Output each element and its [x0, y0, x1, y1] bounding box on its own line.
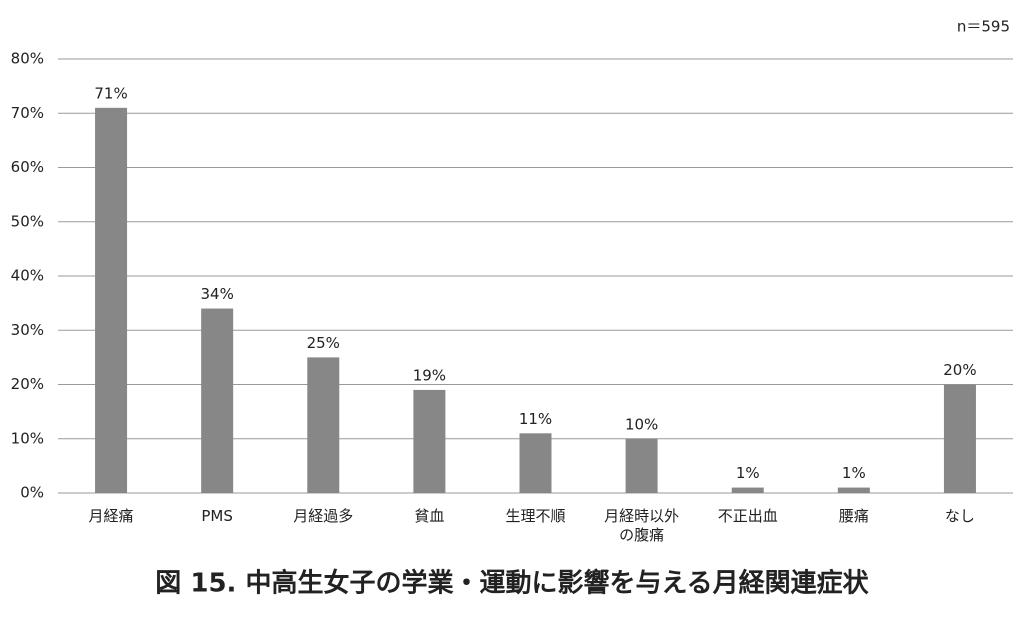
y-tick-label: 60%: [11, 158, 44, 176]
x-tick-label: なし: [944, 507, 975, 525]
bar: [943, 384, 976, 493]
y-tick-label: 30%: [11, 321, 44, 339]
sample-size: n＝595: [957, 18, 1010, 36]
y-tick-label: 70%: [11, 104, 44, 122]
bar: [95, 107, 128, 493]
value-label: 10%: [625, 415, 658, 433]
y-tick-label: 10%: [11, 429, 44, 447]
y-tick-label: 20%: [11, 375, 44, 393]
bar: [625, 438, 658, 493]
x-tick-label: 不正出血: [717, 507, 778, 525]
y-tick-label: 50%: [11, 212, 44, 230]
x-tick-label: 月経痛: [88, 507, 134, 525]
chart-title: 図 15. 中高生女子の学業・運動に影響を与える月経関連症状: [155, 568, 869, 599]
x-tick-label: 生理不順: [505, 507, 566, 525]
x-tick-label: 月経時以外の腹痛: [604, 507, 680, 544]
x-tick-label: PMS: [201, 507, 233, 525]
value-label: 20%: [943, 361, 976, 379]
value-label: 11%: [519, 410, 552, 428]
bar: [307, 357, 340, 493]
bar: [413, 389, 446, 493]
bar: [837, 487, 870, 493]
y-tick-label: 0%: [20, 484, 44, 502]
value-label: 1%: [842, 464, 866, 482]
bar: [519, 433, 552, 493]
bar: [731, 487, 764, 493]
value-label: 25%: [307, 334, 340, 352]
value-label: 71%: [94, 84, 127, 102]
x-tick-label: 月経過多: [293, 507, 354, 525]
value-label: 1%: [736, 464, 760, 482]
bar: [201, 308, 234, 493]
value-label: 34%: [200, 285, 233, 303]
value-label: 19%: [413, 366, 446, 384]
x-tick-label: 貧血: [414, 507, 445, 525]
y-tick-label: 40%: [11, 267, 44, 285]
x-tick-label: 腰痛: [838, 507, 869, 525]
y-tick-label: 80%: [11, 50, 44, 68]
